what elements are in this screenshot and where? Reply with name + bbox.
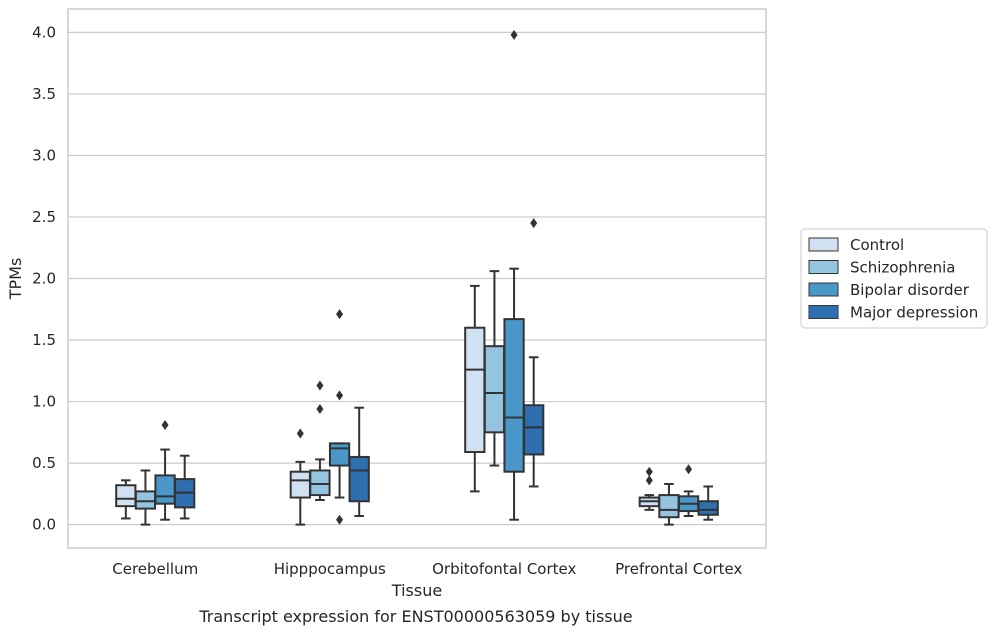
outlier-point (645, 475, 653, 486)
y-tick-label: 3.5 (32, 85, 56, 103)
outlier-point (336, 309, 344, 320)
outlier-point (336, 514, 344, 525)
box (503, 318, 525, 473)
outlier-point (336, 390, 344, 401)
y-tick-label: 2.5 (32, 208, 56, 226)
legend-item: Bipolar disorder (808, 281, 970, 299)
x-tick-label: Orbitofontal Cortex (432, 560, 576, 578)
y-tick-label: 1.0 (32, 393, 56, 411)
box (115, 484, 137, 508)
box (154, 474, 176, 505)
chart-caption: Transcript expression for ENST0000056305… (198, 607, 632, 626)
legend-label: Schizophrenia (850, 259, 955, 277)
legend-swatch (808, 260, 839, 274)
box-group-prefrontal-cortex (638, 464, 719, 526)
y-tick-label: 0.0 (32, 516, 56, 534)
legend: Control Schizophrenia Bipolar disorder Majo… (800, 228, 988, 329)
y-tick-label: 2.0 (32, 270, 56, 288)
x-tick-label: Hipppocampus (274, 560, 386, 578)
box (289, 470, 311, 499)
y-tick-label: 3.0 (32, 146, 56, 164)
box (328, 442, 351, 467)
box (464, 326, 486, 454)
grid-lines (68, 31, 766, 526)
legend-label: Major depression (850, 304, 978, 322)
outlier-point (316, 380, 324, 391)
y-axis-label: TPMs (6, 258, 25, 301)
x-tick-label: Prefrontal Cortex (615, 560, 742, 578)
y-tick-label: 0.5 (32, 454, 56, 472)
box (134, 490, 157, 510)
outlier-point (316, 403, 324, 414)
outlier-point (685, 464, 693, 475)
outlier-point (296, 428, 304, 439)
box (309, 469, 331, 497)
legend-label: Control (850, 236, 904, 254)
box-groups (115, 29, 719, 526)
legend-label: Bipolar disorder (850, 281, 970, 299)
y-tick-label: 4.0 (32, 23, 56, 41)
legend-frame (800, 228, 988, 329)
outlier-point (161, 419, 169, 430)
legend-swatch (808, 237, 839, 252)
plot-frame (67, 8, 767, 549)
legend-item: Major depression (808, 304, 978, 322)
box (348, 455, 370, 503)
box (658, 494, 680, 519)
outlier-point (530, 218, 538, 229)
x-axis-label: Tissue (391, 581, 442, 600)
legend-item: Schizophrenia (808, 259, 955, 277)
box (523, 404, 545, 456)
x-tick-label: Cerebellum (112, 560, 198, 578)
legend-swatch (808, 305, 839, 319)
y-tick-label: 1.5 (32, 331, 56, 349)
outlier-point (510, 29, 518, 40)
y-axis-ticks: 0.0 0.5 1.0 1.5 2.0 2.5 3.0 3.5 4.0 (32, 23, 56, 533)
x-axis-ticks: Cerebellum Hipppocampus Orbitofontal Corte… (112, 560, 742, 578)
legend-item: Control (808, 236, 904, 254)
outlier-point (645, 466, 653, 477)
legend-swatch (808, 282, 839, 297)
box (697, 500, 719, 516)
box (483, 345, 506, 434)
box-group-hipppocampus (289, 309, 370, 526)
box-group-cerebellum (115, 419, 196, 526)
box-group-orbitofontal-cortex (464, 29, 545, 521)
